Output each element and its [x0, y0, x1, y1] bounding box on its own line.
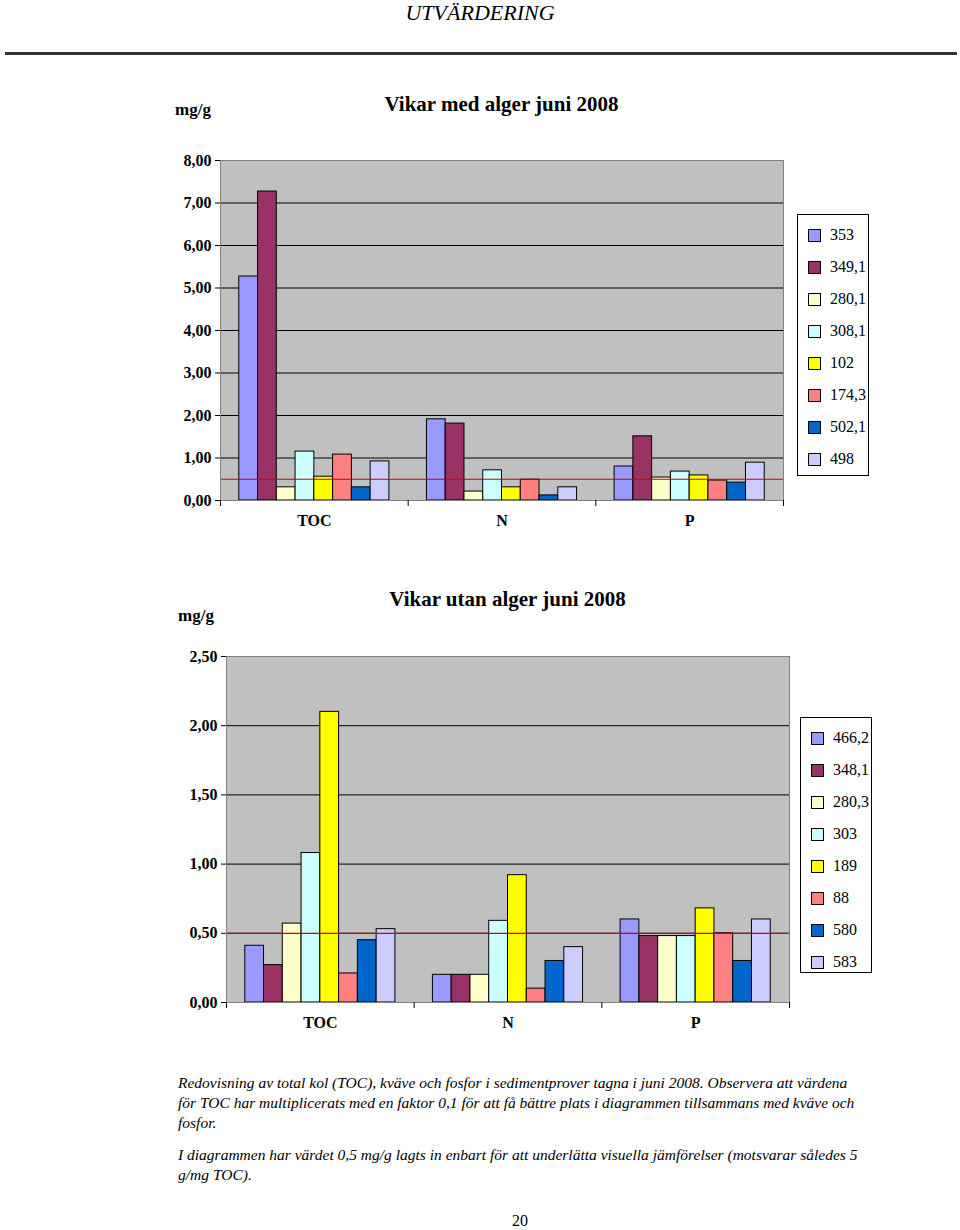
svg-text:1,50: 1,50	[190, 786, 218, 803]
html-text:466,2: 466,2	[833, 729, 869, 746]
html-text:Vikar utan alger juni 2008: Vikar utan alger juni 2008	[389, 587, 626, 611]
html-text:280,1: 280,1	[830, 290, 866, 307]
html-text:583: 583	[833, 953, 857, 970]
svg-text:P: P	[691, 1014, 701, 1031]
html-text:498: 498	[830, 450, 854, 467]
html-text:Vikar med alger juni 2008: Vikar med alger juni 2008	[384, 92, 619, 116]
svg-text:TOC: TOC	[297, 512, 331, 529]
svg-text:1,00: 1,00	[190, 855, 218, 872]
html-text:580: 580	[833, 921, 857, 938]
svg-text:N: N	[496, 512, 508, 529]
html-text:349,1: 349,1	[830, 258, 866, 275]
svg-text:0,00: 0,00	[184, 492, 212, 509]
svg-text:4,00: 4,00	[184, 322, 212, 339]
html-text:mg/g: mg/g	[175, 100, 211, 119]
html-text:308,1: 308,1	[830, 322, 866, 339]
svg-text:1,00: 1,00	[184, 449, 212, 466]
html-text:20: 20	[512, 1212, 528, 1229]
svg-text:TOC: TOC	[303, 1014, 337, 1031]
svg-text:2,00: 2,00	[190, 717, 218, 734]
svg-text:7,00: 7,00	[184, 194, 212, 211]
html-text:502,1: 502,1	[830, 418, 866, 435]
html-text:174,3: 174,3	[830, 386, 866, 403]
html-text:280,3: 280,3	[833, 793, 869, 810]
svg-text:3,00: 3,00	[184, 364, 212, 381]
html-text:303: 303	[833, 825, 857, 842]
svg-text:2,00: 2,00	[184, 407, 212, 424]
svg-text:0,00: 0,00	[190, 994, 218, 1011]
html-text:UTVÄRDERING: UTVÄRDERING	[405, 0, 555, 25]
svg-text:6,00: 6,00	[184, 237, 212, 254]
html-text:189: 189	[833, 857, 857, 874]
html-text:I diagrammen har värdet 0,5 mg: I diagrammen har värdet 0,5 mg/g lagts i…	[178, 1146, 858, 1183]
svg-text:5,00: 5,00	[184, 279, 212, 296]
html-text:mg/g: mg/g	[178, 606, 214, 625]
html-text:102: 102	[830, 354, 854, 371]
svg-text:8,00: 8,00	[184, 152, 212, 169]
html-text:88: 88	[833, 889, 849, 906]
svg-text:2,50: 2,50	[190, 648, 218, 665]
svg-text:P: P	[685, 512, 695, 529]
html-text:348,1: 348,1	[833, 761, 869, 778]
html-text:353: 353	[830, 226, 854, 243]
svg-text:N: N	[502, 1014, 514, 1031]
html-text:Redovisning av total kol (TOC): Redovisning av total kol (TOC), kväve oc…	[178, 1074, 855, 1131]
svg-text:0,50: 0,50	[190, 924, 218, 941]
